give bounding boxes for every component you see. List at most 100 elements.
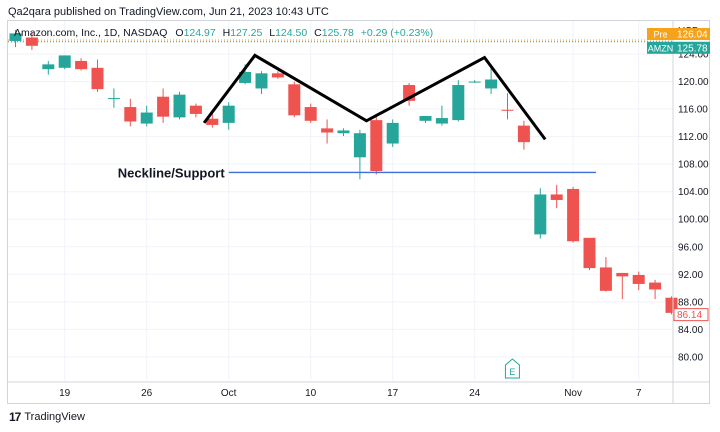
y-tick-label: 112.00	[678, 132, 708, 143]
tradingview-logo[interactable]: 17 TradingView	[9, 410, 85, 424]
candle-body	[255, 73, 268, 89]
price-label: 86.14	[673, 308, 709, 322]
candle-body	[599, 267, 612, 291]
candles	[9, 29, 678, 315]
candle-body	[567, 188, 580, 242]
candle-body	[419, 115, 432, 121]
x-tick-label: Oct	[221, 388, 237, 399]
candle[interactable]	[599, 257, 612, 292]
candle-body	[370, 120, 383, 172]
candle[interactable]	[386, 119, 399, 147]
candle-body	[189, 105, 202, 114]
price-label-value: 86.14	[677, 310, 702, 321]
x-tick-label: 17	[387, 388, 399, 399]
candle-body	[271, 73, 284, 78]
candle-body	[157, 96, 170, 117]
axes: 80.0084.0088.0092.0096.00100.00104.00108…	[8, 21, 710, 404]
candle[interactable]	[501, 93, 514, 120]
candle[interactable]	[583, 237, 596, 271]
tradingview-logo-text: TradingView	[24, 411, 85, 423]
candle[interactable]	[107, 88, 120, 108]
candle-body	[468, 81, 481, 83]
ohlc-close: 125.78	[322, 27, 354, 39]
candle-body	[435, 118, 448, 124]
candle[interactable]	[304, 103, 317, 123]
y-tick-label: 108.00	[678, 160, 709, 171]
candle[interactable]	[517, 120, 530, 150]
candle-body	[75, 60, 88, 70]
candle[interactable]	[616, 272, 629, 300]
candle[interactable]	[206, 112, 219, 128]
x-tick-label: 19	[59, 388, 71, 399]
overlays: Neckline/Support E	[118, 53, 597, 379]
grid-lines	[8, 21, 673, 381]
candle[interactable]	[58, 55, 71, 70]
x-tick-label: 24	[469, 388, 481, 399]
candle[interactable]	[124, 98, 137, 127]
candle[interactable]	[25, 32, 38, 50]
candle-body	[517, 125, 530, 143]
candle[interactable]	[321, 119, 334, 144]
candle[interactable]	[632, 271, 645, 291]
candle[interactable]	[9, 29, 22, 48]
y-tick-label: 96.00	[678, 242, 703, 253]
price-label: AMZN 125.78	[647, 41, 710, 54]
candle[interactable]	[353, 129, 366, 180]
x-tick-label: 26	[141, 388, 153, 399]
chart-frame[interactable]	[7, 20, 710, 404]
candle[interactable]	[435, 105, 448, 126]
y-tick-label: 92.00	[678, 270, 703, 281]
y-tick-label: 88.00	[678, 297, 703, 308]
earnings-marker-label: E	[509, 367, 515, 377]
svg-text:Amazon.com, Inc., 1D, NASDAQ: Amazon.com, Inc., 1D, NASDAQ O124.97 H12…	[14, 27, 433, 39]
price-label-name: AMZN	[648, 43, 674, 53]
candle-body	[140, 112, 153, 124]
candle[interactable]	[485, 67, 498, 94]
x-tick-label: Nov	[564, 388, 582, 399]
candle[interactable]	[337, 128, 350, 136]
candle[interactable]	[452, 80, 465, 122]
tradingview-mark-icon: 17	[9, 410, 21, 424]
candle[interactable]	[370, 113, 383, 175]
candle-body	[321, 128, 334, 133]
candle[interactable]	[468, 80, 481, 83]
candle-body	[337, 130, 350, 134]
candle-body	[632, 274, 645, 284]
candle[interactable]	[649, 279, 662, 300]
symbol-line: Amazon.com, Inc., 1D, NASDAQ	[14, 27, 167, 39]
ohlc-change: +0.29 (+0.23%)	[361, 27, 433, 39]
candle[interactable]	[222, 102, 235, 130]
candle[interactable]	[550, 184, 563, 209]
candle-body	[353, 133, 366, 158]
candle-body	[222, 105, 235, 123]
candle[interactable]	[419, 115, 432, 123]
candle[interactable]	[157, 88, 170, 123]
neckline-label: Neckline/Support	[118, 165, 226, 180]
candle[interactable]	[271, 71, 284, 79]
candle-body	[583, 237, 596, 269]
candle[interactable]	[42, 60, 55, 75]
price-label-box	[673, 308, 709, 322]
candle-body	[534, 194, 547, 235]
x-tick-label: 10	[305, 388, 317, 399]
candle[interactable]	[567, 186, 580, 243]
candle[interactable]	[534, 188, 547, 239]
candle-body	[9, 33, 22, 41]
candle[interactable]	[75, 58, 88, 71]
y-tick-label: 124.00	[678, 50, 709, 61]
candle[interactable]	[140, 105, 153, 127]
candle[interactable]	[91, 59, 104, 92]
candle-body	[239, 71, 252, 83]
candle[interactable]	[173, 91, 186, 120]
price-label-tag	[647, 41, 674, 54]
candle[interactable]	[288, 81, 301, 118]
candle-body	[206, 118, 219, 125]
earnings-marker-shape	[504, 358, 520, 379]
candle[interactable]	[255, 71, 268, 94]
double-top-pattern-line[interactable]	[202, 53, 547, 141]
earnings-marker[interactable]: E	[504, 358, 520, 379]
candle[interactable]	[189, 103, 202, 118]
candle-body	[386, 122, 399, 144]
price-label-name: Pre	[653, 29, 667, 39]
